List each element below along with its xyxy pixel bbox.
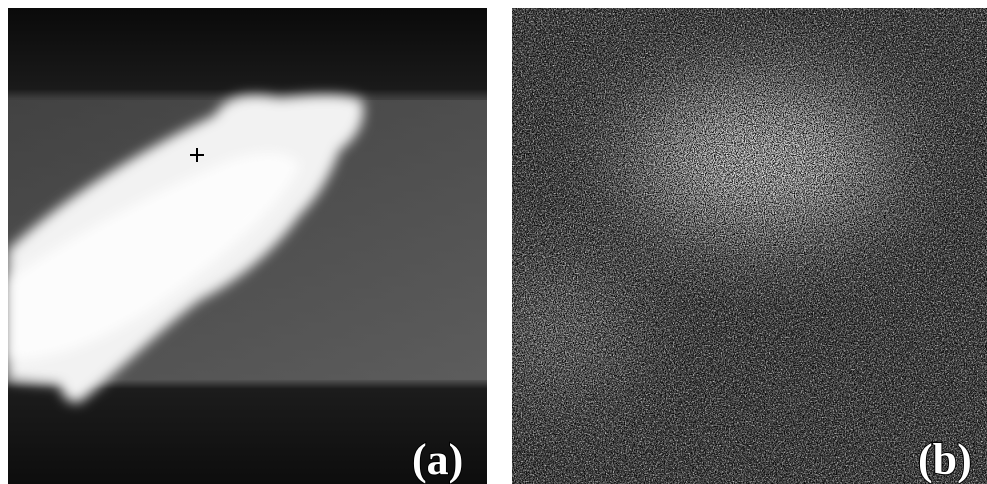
panel-a: (a): [8, 8, 487, 484]
panel-b: (b): [500, 8, 987, 484]
panel-label: (b): [918, 435, 972, 484]
figure: (a) (b): [0, 0, 987, 484]
panel-label: (a): [412, 435, 463, 484]
page: (a) (b) (() => { const data = JSON.parse…: [0, 0, 987, 484]
